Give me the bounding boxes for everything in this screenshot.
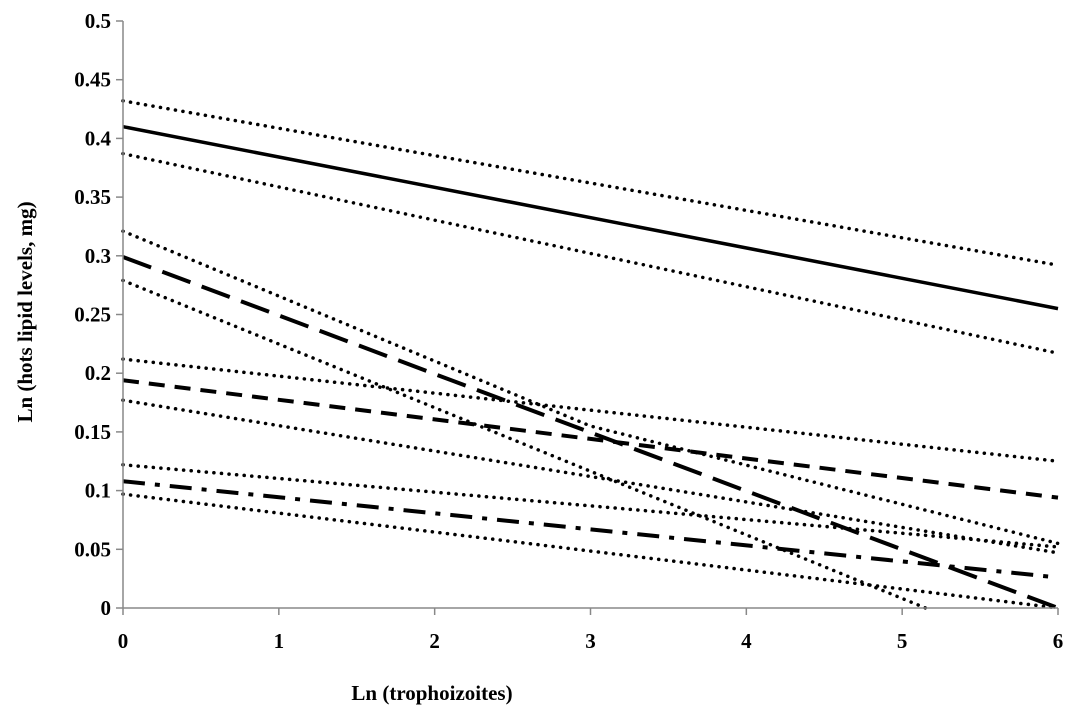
series-line-solid [122, 124, 1059, 311]
x-tick-label: 4 [741, 629, 752, 653]
x-tick-label: 5 [897, 629, 908, 653]
y-tick-label: 0.15 [74, 420, 111, 444]
y-tick-label: 0.25 [74, 303, 111, 327]
y-tick-label: 0.05 [74, 537, 111, 561]
series-line-dotted [121, 278, 928, 610]
series-line-dotted [121, 151, 1060, 355]
x-tick-label: 6 [1053, 629, 1064, 653]
y-ticks: 0 0.05 0.1 0.15 0.2 0.25 0.3 0.35 0.4 0.45 0.5 [74, 9, 123, 620]
series-line-dashed [122, 378, 1059, 500]
x-tick-label: 3 [585, 629, 596, 653]
series-line-dotted [121, 492, 1060, 610]
x-axis-title: Ln (trophoizoites) [351, 681, 512, 705]
x-ticks: 0 1 2 3 4 5 6 [118, 608, 1064, 653]
series-line-dotted [121, 398, 1060, 555]
y-tick-label: 0.5 [85, 9, 111, 33]
y-tick-label: 0.3 [85, 244, 111, 268]
plot-lines [121, 99, 1060, 610]
series-line-dotted [121, 357, 1060, 463]
x-tick-label: 0 [118, 629, 129, 653]
y-tick-label: 0.4 [85, 126, 112, 150]
x-tick-label: 1 [274, 629, 285, 653]
y-tick-label: 0 [101, 596, 112, 620]
axes [122, 21, 1058, 609]
x-tick-label: 2 [429, 629, 440, 653]
y-tick-label: 0.45 [74, 68, 111, 92]
series-line-dotted [121, 463, 1060, 549]
series-line-dash-dot [122, 479, 1059, 580]
series-line-dotted [121, 99, 1060, 267]
series-line-dotted [121, 229, 1060, 546]
y-axis-title: Ln (hots lipid levels, mg) [13, 201, 37, 422]
y-tick-label: 0.1 [85, 479, 111, 503]
series-line-long-dash [122, 255, 1059, 610]
y-tick-label: 0.2 [85, 361, 111, 385]
y-tick-label: 0.35 [74, 185, 111, 209]
